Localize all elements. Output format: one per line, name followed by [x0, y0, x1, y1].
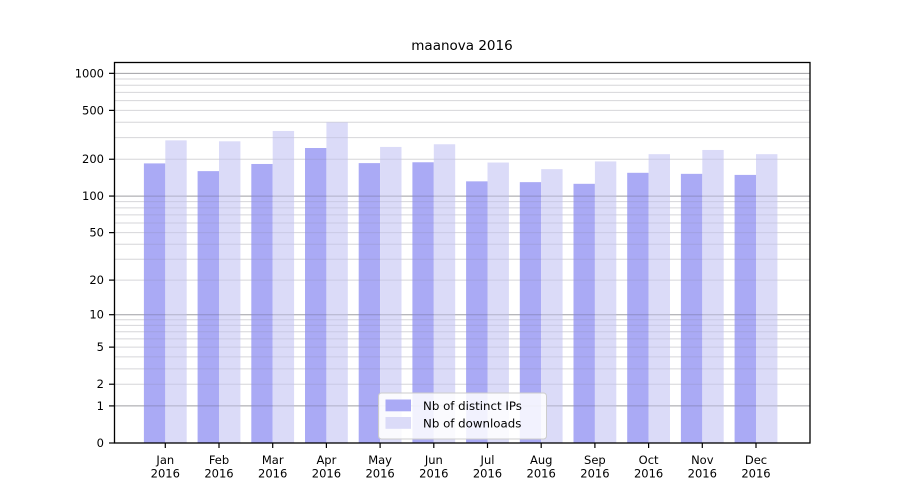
x-tick-label-year: 2016 — [258, 467, 287, 481]
plot-border — [113, 61, 811, 444]
x-tick-label-year: 2016 — [741, 467, 770, 481]
bar-downloads-sep — [594, 161, 617, 443]
bar-ips-jun — [412, 162, 434, 443]
bars-layer — [143, 122, 778, 444]
bar-ips-mar — [251, 163, 273, 444]
bar-downloads-dec — [756, 154, 778, 443]
x-tick-label-year: 2016 — [365, 467, 394, 481]
y-tick-label: 1 — [97, 399, 104, 413]
x-tick-label-month: Jun — [424, 453, 443, 467]
bar-downloads-aug — [541, 169, 563, 444]
x-tick-label-year: 2016 — [312, 467, 341, 481]
bar-downloads-feb — [219, 141, 241, 443]
legend: Nb of distinct IPs Nb of downloads — [378, 392, 547, 440]
legend-label-downloads: Nb of downloads — [423, 416, 521, 430]
x-tick-label-month: May — [368, 453, 392, 467]
gridlines-overlay — [114, 72, 810, 407]
bar-ips-may — [358, 163, 381, 443]
x-tick-label-year: 2016 — [634, 467, 663, 481]
bar-ips-feb — [197, 171, 219, 443]
x-axis: Jan2016Feb2016Mar2016Apr2016May2016Jun20… — [151, 443, 771, 481]
bar-ips-dec — [734, 174, 756, 443]
legend-swatch-downloads — [385, 417, 411, 429]
bar-downloads-jan — [165, 140, 187, 443]
x-tick-label-year: 2016 — [473, 467, 502, 481]
y-axis: 0 1 2 5 10 20 50 100 200 500 1000 — [75, 66, 115, 450]
y-tick-label: 20 — [89, 273, 104, 287]
bar-downloads-jul — [487, 162, 509, 443]
bar-downloads-mar — [272, 130, 295, 443]
chart-title: maanova 2016 — [411, 38, 512, 54]
x-tick-label-month: Jan — [155, 453, 174, 467]
y-tick-label: 500 — [82, 103, 104, 117]
legend-box — [378, 392, 547, 440]
x-tick-label-month: Jul — [480, 453, 495, 467]
x-tick-label-year: 2016 — [527, 467, 556, 481]
bar-downloads-nov — [702, 149, 724, 443]
bar-downloads-apr — [326, 122, 348, 444]
y-tick-label: 2 — [97, 377, 104, 391]
bar-downloads-oct — [648, 154, 670, 443]
x-tick-label-month: Dec — [745, 453, 767, 467]
x-tick-label-year: 2016 — [580, 467, 609, 481]
legend-swatch-distinct-ips — [385, 399, 411, 412]
x-tick-label-year: 2016 — [688, 467, 717, 481]
bar-downloads-jun — [433, 144, 456, 443]
x-tick-label-year: 2016 — [151, 467, 180, 481]
x-tick-label-month: Aug — [530, 453, 552, 467]
x-tick-label-month: Sep — [584, 453, 606, 467]
y-tick-label: 0 — [97, 436, 104, 450]
bar-ips-nov — [680, 173, 703, 443]
bar-ips-oct — [627, 172, 649, 443]
x-tick-label-month: Feb — [209, 453, 229, 467]
x-tick-label-month: Nov — [691, 453, 714, 467]
bar-ips-apr — [305, 148, 327, 444]
y-tick-label: 10 — [89, 308, 104, 322]
bar-ips-sep — [573, 183, 595, 443]
x-tick-label-month: Mar — [262, 453, 284, 467]
x-tick-label-month: Apr — [316, 453, 336, 467]
legend-label-distinct-ips: Nb of distinct IPs — [423, 399, 522, 413]
x-tick-label-year: 2016 — [419, 467, 448, 481]
y-tick-label: 50 — [89, 226, 104, 240]
y-tick-label: 5 — [97, 340, 104, 354]
y-tick-label: 100 — [82, 189, 104, 203]
bar-ips-aug — [519, 182, 542, 444]
y-tick-label: 1000 — [75, 66, 104, 80]
x-tick-label-month: Oct — [639, 453, 659, 467]
bar-ips-jul — [466, 181, 488, 443]
y-tick-label: 200 — [82, 152, 104, 166]
bar-downloads-may — [380, 146, 402, 443]
x-tick-label-year: 2016 — [204, 467, 233, 481]
bar-ips-jan — [143, 163, 166, 444]
